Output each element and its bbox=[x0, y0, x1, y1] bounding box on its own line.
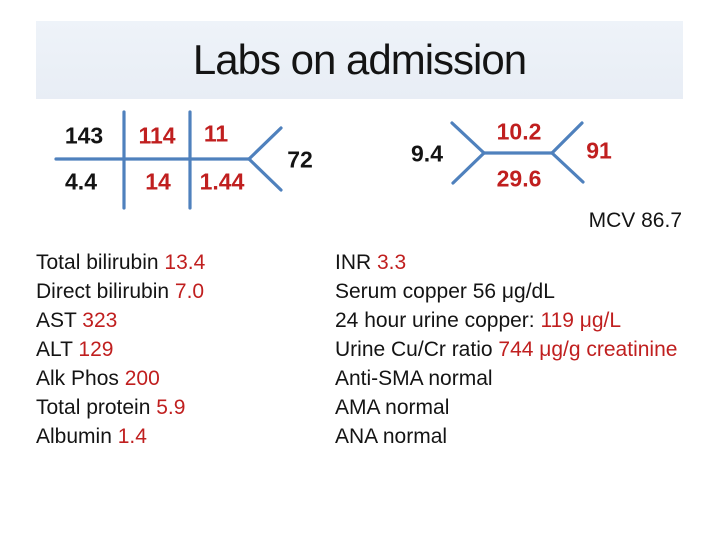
lab-label: Total bilirubin bbox=[36, 251, 165, 274]
lab-label: Anti-SMA normal bbox=[335, 367, 493, 390]
lab-value: 1.4 bbox=[117, 425, 147, 448]
lab-label: INR bbox=[335, 251, 377, 274]
lab-result-row: 24 hour urine copper: 119 μg/L bbox=[335, 306, 677, 335]
lab-label: 24 hour urine copper: bbox=[335, 309, 541, 332]
lab-value: 3.3 bbox=[377, 251, 407, 274]
lab-label: Total protein bbox=[36, 396, 157, 419]
cbc-fishbone-right-value: 91 bbox=[586, 137, 612, 164]
chem-fishbone-top-value-1: 143 bbox=[64, 122, 104, 149]
lab-label: Alk Phos bbox=[36, 367, 125, 390]
lab-result-row: Alk Phos 200 bbox=[36, 364, 205, 393]
lab-result-row: ALT 129 bbox=[36, 335, 205, 364]
cbc-fishbone-left-value: 9.4 bbox=[411, 140, 443, 167]
right-lab-list: INR 3.3 Serum copper 56 μg/dL 24 hour ur… bbox=[335, 248, 677, 451]
lab-result-row: Anti-SMA normal bbox=[335, 364, 677, 393]
chem-fishbone-top-value-3: 11 bbox=[203, 120, 229, 147]
lab-label: AMA normal bbox=[335, 396, 450, 419]
lab-value: 7.0 bbox=[174, 280, 205, 303]
lab-value: 5.9 bbox=[156, 396, 186, 419]
lab-value: 200 bbox=[124, 367, 160, 390]
cbc-fishbone-diagram bbox=[450, 121, 585, 185]
chem-fishbone-top-value-2: 114 bbox=[138, 122, 176, 149]
lab-result-row: Total protein 5.9 bbox=[36, 393, 205, 422]
lab-label: Albumin bbox=[36, 425, 118, 448]
lab-label: Serum copper 56 μg/dL bbox=[335, 280, 555, 303]
page-title: Labs on admission bbox=[192, 36, 527, 83]
lab-result-row: Urine Cu/Cr ratio 744 μg/g creatinine bbox=[335, 335, 677, 364]
chem-fishbone-right-value: 72 bbox=[287, 146, 313, 173]
lab-result-row: AMA normal bbox=[335, 393, 677, 422]
lab-label: AST bbox=[36, 309, 83, 332]
lab-result-row: Albumin 1.4 bbox=[36, 422, 205, 451]
lab-label: Direct bilirubin bbox=[36, 280, 175, 303]
lab-result-row: Direct bilirubin 7.0 bbox=[36, 277, 205, 306]
lab-result-row: ANA normal bbox=[335, 422, 677, 451]
chem-fishbone-bottom-value-3: 1.44 bbox=[199, 168, 245, 195]
left-lab-list: Total bilirubin 13.4 Direct bilirubin 7.… bbox=[36, 248, 205, 451]
lab-value: 129 bbox=[78, 338, 114, 361]
lab-label: ANA normal bbox=[335, 425, 448, 448]
chem7-fishbone-diagram bbox=[54, 110, 283, 210]
cbc-fishbone-bottom-value: 29.6 bbox=[496, 165, 542, 192]
lab-value: 119 μg/L bbox=[540, 309, 622, 332]
lab-result-row: INR 3.3 bbox=[335, 248, 677, 277]
lab-label: ALT bbox=[36, 338, 79, 361]
cbc-fishbone-top-value: 10.2 bbox=[496, 118, 542, 145]
chem-fishbone-bottom-value-2: 14 bbox=[145, 168, 171, 195]
lab-value: 13.4 bbox=[164, 251, 206, 274]
lab-result-row: AST 323 bbox=[36, 306, 205, 335]
title-banner: Labs on admission bbox=[36, 21, 683, 99]
lab-value: 323 bbox=[82, 309, 118, 332]
lab-result-row: Total bilirubin 13.4 bbox=[36, 248, 205, 277]
lab-label: Urine Cu/Cr ratio bbox=[335, 338, 499, 361]
chem-fishbone-bottom-value-1: 4.4 bbox=[65, 168, 97, 195]
lab-value: 744 μg/g creatinine bbox=[498, 338, 678, 361]
lab-result-row: Serum copper 56 μg/dL bbox=[335, 277, 677, 306]
mcv-note: MCV 86.7 bbox=[588, 209, 682, 232]
